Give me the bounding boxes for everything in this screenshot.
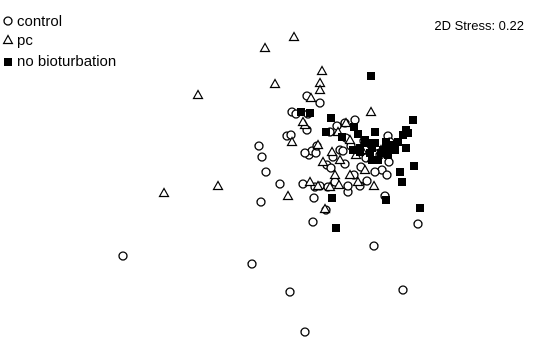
legend-label-pc: pc	[17, 32, 33, 49]
point-no-bioturbation	[382, 138, 390, 146]
point-no-bioturbation	[364, 139, 372, 147]
point-no-bioturbation	[297, 108, 305, 116]
point-no-bioturbation	[332, 224, 340, 232]
point-pc	[319, 203, 331, 214]
point-pc	[286, 136, 298, 147]
point-no-bioturbation	[410, 162, 418, 170]
point-pc	[259, 42, 271, 53]
point-no-bioturbation	[356, 144, 364, 152]
point-no-bioturbation	[404, 129, 412, 137]
point-no-bioturbation	[368, 156, 376, 164]
point-pc	[212, 180, 224, 191]
point-control	[382, 170, 392, 180]
point-pc	[344, 169, 356, 180]
point-no-bioturbation	[396, 168, 404, 176]
point-control	[254, 141, 264, 151]
point-control	[286, 130, 296, 140]
point-no-bioturbation	[384, 151, 392, 159]
point-control	[413, 219, 423, 229]
point-control	[309, 193, 319, 203]
point-control	[285, 287, 295, 297]
point-no-bioturbation	[306, 109, 314, 117]
point-no-bioturbation	[349, 146, 357, 154]
point-pc	[344, 134, 356, 145]
point-pc	[334, 154, 346, 165]
point-no-bioturbation	[389, 141, 397, 149]
point-no-bioturbation	[391, 146, 399, 154]
point-control	[118, 251, 128, 261]
point-control	[398, 285, 408, 295]
legend-label-control: control	[17, 13, 62, 30]
point-no-bioturbation	[366, 149, 374, 157]
point-pc	[312, 180, 324, 191]
point-no-bioturbation	[416, 204, 424, 212]
point-pc	[326, 146, 338, 157]
point-pc	[312, 139, 324, 150]
point-no-bioturbation	[394, 138, 402, 146]
point-control	[247, 259, 257, 269]
legend-marker-control	[3, 16, 13, 26]
point-no-bioturbation	[374, 156, 382, 164]
point-no-bioturbation	[354, 130, 362, 138]
point-pc	[314, 84, 326, 95]
point-no-bioturbation	[328, 194, 336, 202]
point-no-bioturbation	[322, 128, 330, 136]
point-no-bioturbation	[371, 128, 379, 136]
point-control	[384, 157, 394, 167]
point-no-bioturbation	[399, 131, 407, 139]
point-control	[275, 179, 285, 189]
point-pc	[316, 65, 328, 76]
point-pc	[329, 169, 341, 180]
point-control	[261, 167, 271, 177]
point-pc	[297, 116, 309, 127]
point-control	[369, 241, 379, 251]
point-pc	[282, 190, 294, 201]
point-pc	[333, 179, 345, 190]
point-no-bioturbation	[382, 196, 390, 204]
legend: control pc no bioturbation	[2, 13, 116, 70]
point-pc	[269, 78, 281, 89]
point-control	[308, 217, 318, 227]
point-no-bioturbation	[379, 146, 387, 154]
point-control	[362, 176, 372, 186]
point-pc	[368, 180, 380, 191]
point-pc	[340, 117, 352, 128]
legend-marker-pc	[2, 34, 14, 45]
point-pc	[317, 156, 329, 167]
legend-marker-no-bioturbation	[4, 58, 12, 66]
point-no-bioturbation	[327, 114, 335, 122]
point-no-bioturbation	[367, 72, 375, 80]
point-pc	[359, 164, 371, 175]
point-no-bioturbation	[409, 116, 417, 124]
stress-annotation: 2D Stress: 0.22	[434, 18, 524, 33]
point-pc	[324, 181, 336, 192]
point-no-bioturbation	[350, 123, 358, 131]
point-no-bioturbation	[398, 178, 406, 186]
point-pc	[352, 176, 364, 187]
point-control	[326, 163, 336, 173]
point-no-bioturbation	[368, 144, 376, 152]
point-control	[370, 167, 380, 177]
point-control	[257, 152, 267, 162]
point-pc	[158, 187, 170, 198]
point-pc	[288, 31, 300, 42]
point-control	[300, 327, 310, 337]
point-control	[338, 146, 348, 156]
point-pc	[192, 89, 204, 100]
point-no-bioturbation	[402, 144, 410, 152]
point-no-bioturbation	[338, 133, 346, 141]
point-pc	[304, 176, 316, 187]
point-control	[343, 181, 353, 191]
legend-label-no-bioturbation: no bioturbation	[17, 53, 116, 70]
data-points	[118, 31, 424, 337]
point-no-bioturbation	[371, 139, 379, 147]
point-control	[256, 197, 266, 207]
point-pc	[365, 106, 377, 117]
point-control	[350, 115, 360, 125]
point-pc	[305, 92, 317, 103]
point-control	[300, 148, 310, 158]
point-control	[315, 98, 325, 108]
